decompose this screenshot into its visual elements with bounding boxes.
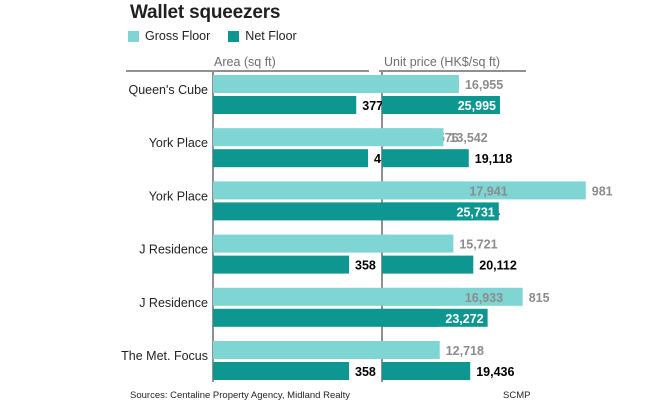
gross-value-label-area: 815	[529, 291, 550, 305]
net-value-label-area: 377	[362, 99, 383, 113]
net-value-label-price: 25,731	[457, 205, 495, 219]
credit: SCMP	[503, 390, 531, 401]
legend-item-net: Net Floor	[228, 29, 297, 43]
gross-value-label-price: 16,933	[465, 291, 503, 305]
gross-value-label-price: 15,721	[459, 238, 497, 252]
net-bar-price	[382, 362, 471, 380]
net-bar-price	[382, 149, 469, 168]
gross-bar-price	[382, 181, 464, 200]
net-bar-price	[382, 96, 500, 114]
gross-value-label-area: 981	[592, 184, 613, 198]
legend: Gross Floor Net Floor	[128, 28, 315, 44]
net-bar-area	[213, 362, 350, 380]
net-bar-price	[382, 255, 474, 274]
gross-value-label-price: 13,542	[449, 131, 487, 145]
net-bar-price	[382, 202, 499, 221]
legend-swatch-net	[228, 30, 240, 42]
category-label: J Residence	[139, 243, 208, 257]
net-value-label-area: 358	[355, 259, 376, 273]
net-bar-price	[382, 308, 488, 327]
gross-bar-area	[213, 234, 388, 253]
category-label: Queen's Cube	[128, 83, 208, 97]
net-bar-area	[213, 149, 369, 168]
gross-value-label-price: 17,941	[469, 184, 507, 198]
net-value-label-price: 19,118	[475, 152, 513, 166]
net-bar-area	[213, 96, 357, 114]
gross-bar-price	[382, 287, 459, 306]
net-value-label-price: 23,272	[445, 312, 483, 326]
gross-bar-price	[382, 75, 459, 93]
net-value-label-price: 20,112	[479, 259, 517, 273]
legend-item-gross: Gross Floor	[128, 29, 210, 43]
gross-value-label-price: 12,718	[446, 344, 484, 358]
gross-bar-area	[213, 128, 432, 147]
gross-bar-price	[382, 341, 440, 359]
legend-label-net: Net Floor	[245, 29, 297, 43]
legend-swatch-gross	[128, 30, 139, 42]
category-label: J Residence	[139, 296, 208, 310]
legend-label-gross: Gross Floor	[145, 29, 211, 43]
gross-value-label-price: 16,955	[465, 78, 503, 92]
category-label: York Place	[149, 136, 208, 150]
net-value-label-price: 25,995	[458, 99, 496, 113]
gross-bar-price	[382, 128, 444, 147]
chart-title: Wallet squeezers	[130, 2, 281, 23]
category-label: The Met. Focus	[121, 349, 208, 363]
gross-bar-price	[382, 234, 454, 253]
panel-title-price: Unit price (HK$/sq ft)	[384, 55, 500, 69]
gross-bar-area	[213, 75, 433, 93]
panel-title-area: Area (sq ft)	[214, 55, 276, 69]
bar-chart: Area (sq ft) Unit price (HK$/sq ft) Queen'…	[121, 55, 613, 382]
net-value-label-price: 19,436	[476, 365, 514, 379]
gross-bar-area	[213, 341, 388, 359]
sources-note: Sources: Centaline Property Agency, Midl…	[130, 390, 351, 401]
net-bar-area	[213, 255, 350, 274]
net-value-label-area: 358	[355, 365, 376, 379]
category-label: York Place	[149, 189, 208, 203]
